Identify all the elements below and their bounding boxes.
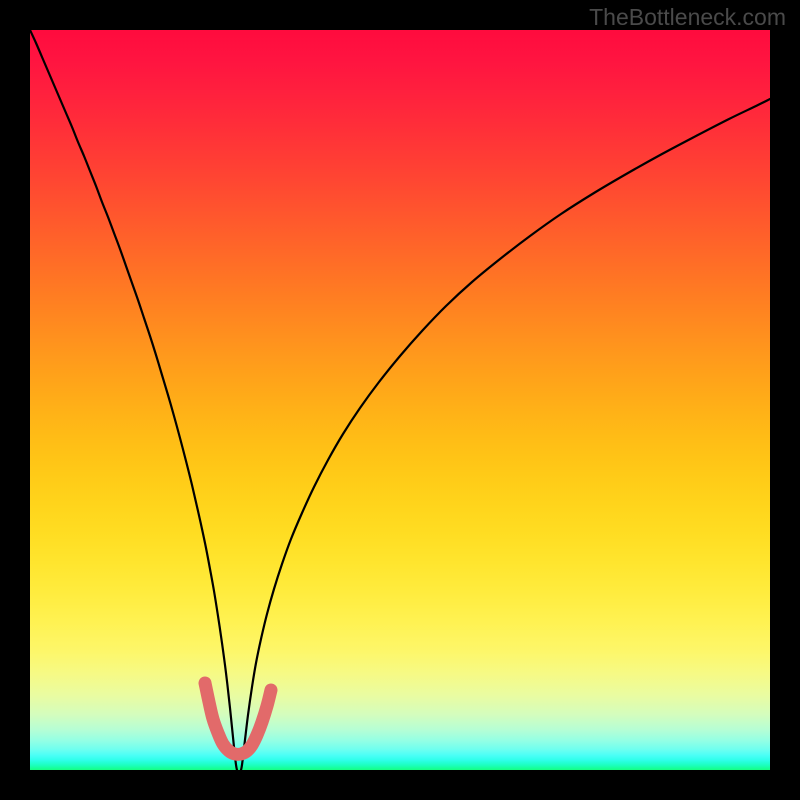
watermark-text: TheBottleneck.com xyxy=(589,4,786,31)
plot-frame xyxy=(30,30,770,770)
chart-background xyxy=(30,30,770,770)
chart-svg xyxy=(30,30,770,770)
